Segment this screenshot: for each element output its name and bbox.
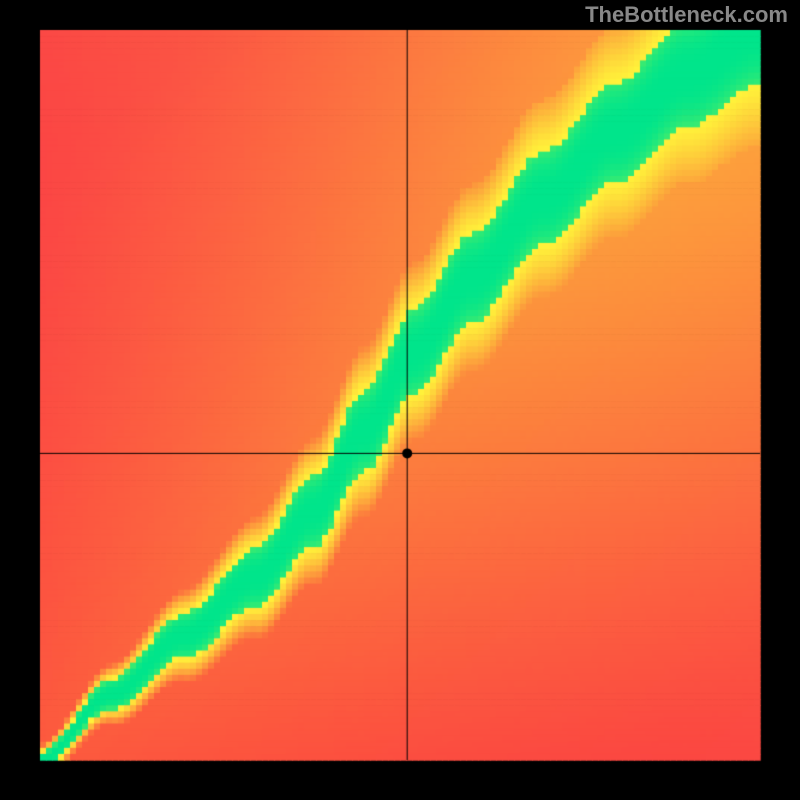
watermark-text: TheBottleneck.com xyxy=(585,2,788,28)
bottleneck-heatmap xyxy=(0,0,800,800)
chart-container: TheBottleneck.com xyxy=(0,0,800,800)
